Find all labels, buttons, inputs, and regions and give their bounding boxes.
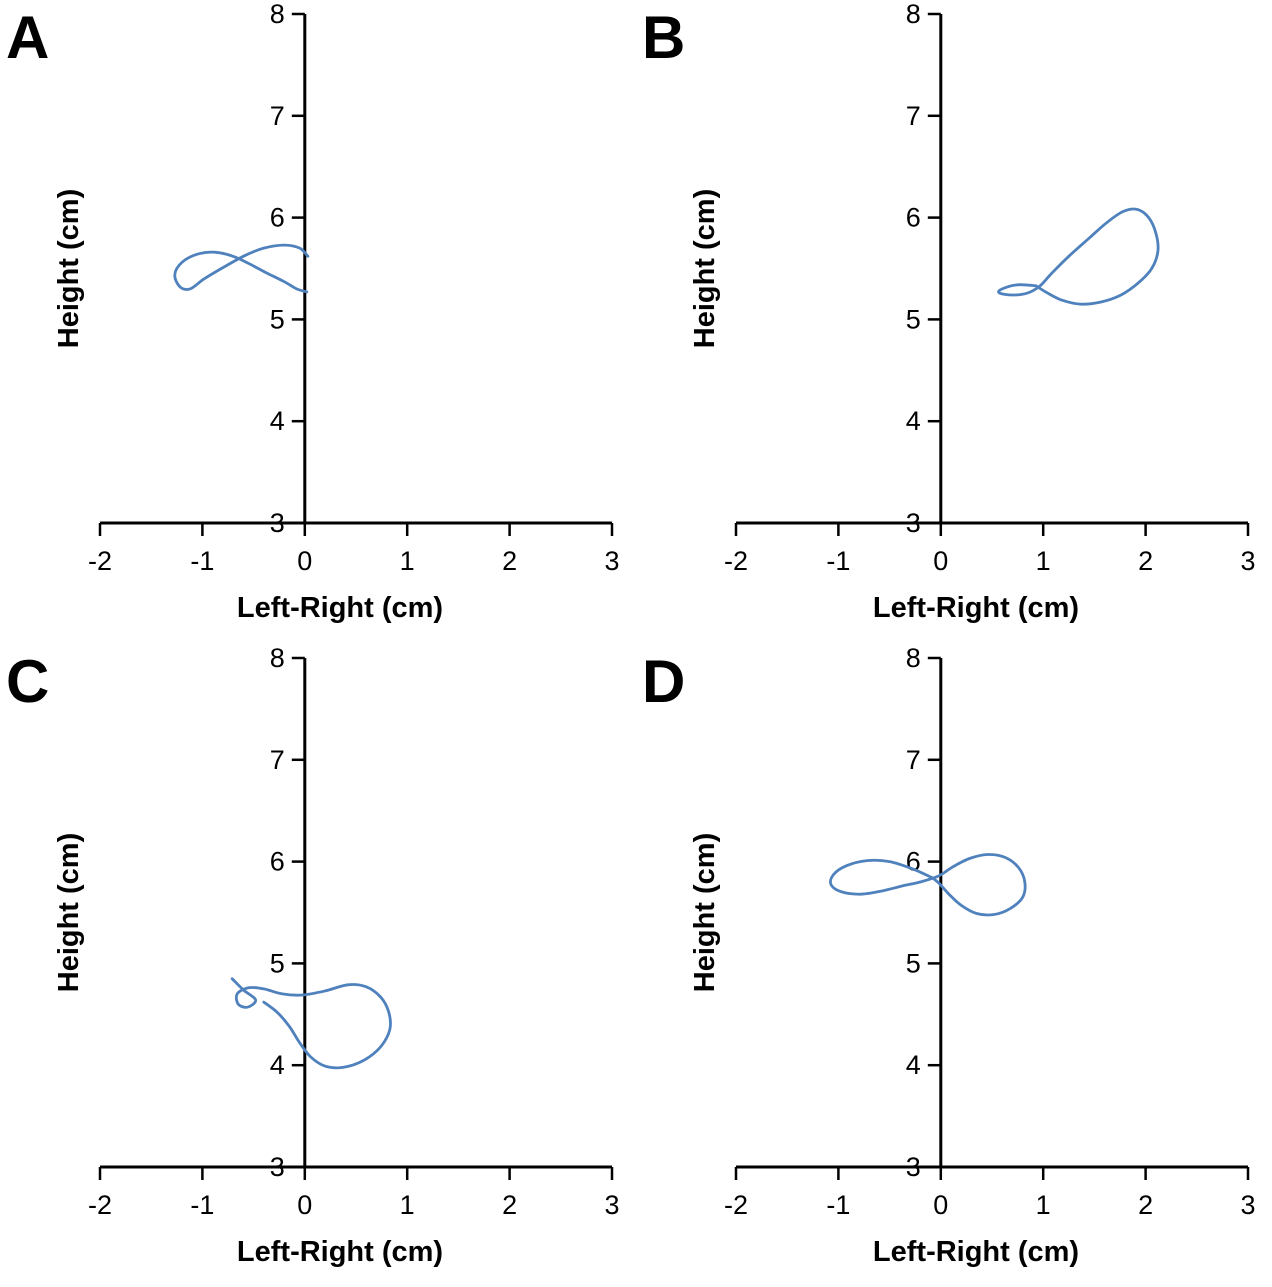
trajectory-path [829,853,1027,917]
x-tick-label: 3 [604,1190,619,1220]
x-tick-label: 0 [297,1190,312,1220]
y-tick-label: 6 [270,847,285,877]
y-axis-title: Height (cm) [689,833,721,993]
trajectory-path [173,243,310,294]
x-axis-title: Left-Right (cm) [873,1236,1079,1268]
x-tick-label: 2 [1138,546,1153,576]
x-axis-title: Left-Right (cm) [873,592,1079,624]
y-tick-label: 5 [906,948,921,978]
panel-b-chart: -2 -1 0 1 2 3 3 4 5 6 7 8 Left-Right (cm) Height (cm) [689,0,1256,624]
x-tick-label: 1 [400,1190,415,1220]
panel-d: D -2 -1 0 1 2 3 3 4 5 6 7 8 Left-Right (cm) Height (c… [636,644,1272,1287]
y-tick-label: 7 [906,745,921,775]
x-tick-label: 0 [933,1190,948,1220]
y-tick-label: 6 [906,203,921,233]
x-tick-label: 2 [502,1190,517,1220]
y-tick-label: 4 [906,1050,921,1080]
x-tick-label: -2 [724,546,748,576]
y-tick-label: 6 [270,203,285,233]
x-tick-label: 0 [297,546,312,576]
y-tick-label: 5 [906,304,921,334]
x-tick-label: 1 [1036,1190,1051,1220]
y-tick-label: 8 [270,0,285,29]
panel-c-label: C [6,648,50,715]
y-tick-label: 4 [270,406,285,436]
y-axis-title: Height (cm) [689,189,721,349]
panel-a-chart: -2 -1 0 1 2 3 3 4 5 6 7 8 Left-Right (cm) Height (cm) [53,0,620,624]
y-tick-label: 7 [906,101,921,131]
panel-a: A -2 -1 0 1 2 3 3 4 5 6 7 8 Left-Right (cm) Height (c… [0,0,636,644]
x-tick-label: -1 [826,546,850,576]
x-tick-label: -1 [190,1190,214,1220]
panel-c-chart: -2 -1 0 1 2 3 3 4 5 6 7 8 Left-Right (cm) Height (cm) [53,644,620,1268]
x-tick-label: -2 [88,1190,112,1220]
y-tick-label: 4 [906,406,921,436]
x-tick-label: -1 [190,546,214,576]
x-tick-label: 0 [933,546,948,576]
y-axis-title: Height (cm) [53,833,85,993]
panel-b: B -2 -1 0 1 2 3 3 4 5 6 7 8 Left-Right (cm) Height (c… [636,0,1272,644]
x-tick-label: -2 [88,546,112,576]
y-axis-title: Height (cm) [53,189,85,349]
y-tick-label: 7 [270,745,285,775]
trajectory-path [230,977,392,1070]
y-tick-label: 8 [906,644,921,673]
trajectory-path [997,207,1160,306]
y-tick-label: 3 [906,508,921,538]
x-tick-label: 2 [1138,1190,1153,1220]
y-tick-label: 8 [906,0,921,29]
x-tick-label: 1 [1036,546,1051,576]
x-tick-label: 1 [400,546,415,576]
x-tick-label: 3 [1240,546,1255,576]
x-tick-label: -2 [724,1190,748,1220]
y-tick-label: 3 [906,1152,921,1182]
panel-d-label: D [642,648,686,715]
x-tick-label: 2 [502,546,517,576]
x-tick-label: 3 [1240,1190,1255,1220]
panel-a-label: A [6,4,50,71]
y-tick-label: 3 [270,508,285,538]
x-axis-title: Left-Right (cm) [237,1236,443,1268]
x-axis-title: Left-Right (cm) [237,592,443,624]
y-tick-label: 3 [270,1152,285,1182]
y-tick-label: 8 [270,644,285,673]
y-tick-label: 7 [270,101,285,131]
y-tick-label: 4 [270,1050,285,1080]
x-tick-label: -1 [826,1190,850,1220]
x-tick-label: 3 [604,546,619,576]
y-tick-label: 5 [270,948,285,978]
panel-c: C -2 -1 0 1 2 3 3 4 5 6 7 8 Left-Right (cm) Height (c… [0,644,636,1287]
y-tick-label: 5 [270,304,285,334]
panel-b-label: B [642,4,686,71]
